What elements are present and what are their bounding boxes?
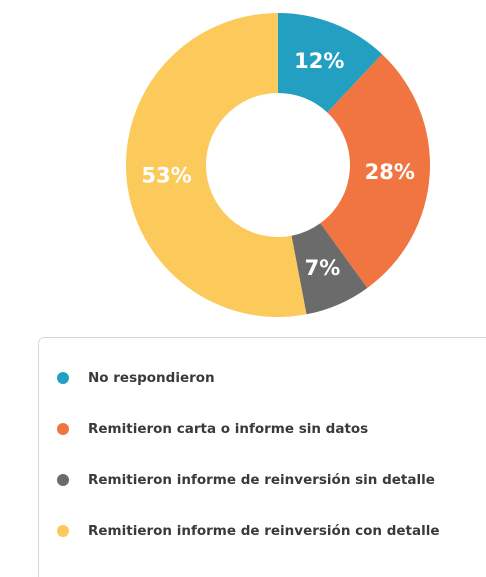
legend-marker — [57, 525, 69, 537]
legend-box — [38, 337, 486, 577]
legend-label: Remitieron informe de reinversión sin de… — [88, 472, 435, 488]
data-label: 12% — [294, 49, 344, 73]
slice — [125, 13, 307, 317]
slice — [278, 13, 383, 113]
data-label: 53% — [141, 164, 191, 188]
data-label: 28% — [365, 160, 415, 184]
slice — [320, 54, 430, 288]
legend-label: Remitieron informe de reinversión con de… — [88, 523, 440, 539]
legend-marker — [57, 423, 69, 435]
slice — [291, 223, 368, 315]
data-label: 7% — [305, 256, 341, 280]
legend-label: Remitieron carta o informe sin datos — [88, 421, 368, 437]
legend-label: No respondieron — [88, 370, 215, 386]
legend-marker — [57, 372, 69, 384]
legend-marker — [57, 474, 69, 486]
